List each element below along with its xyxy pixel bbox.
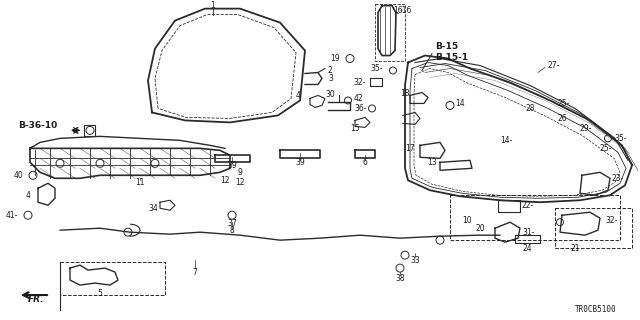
Text: 39: 39 xyxy=(295,158,305,167)
Text: 1: 1 xyxy=(211,1,216,10)
Text: 35-: 35- xyxy=(371,64,383,73)
Text: 25-: 25- xyxy=(600,144,612,153)
Text: 12: 12 xyxy=(220,176,230,185)
Text: 14: 14 xyxy=(455,99,465,108)
Text: 42: 42 xyxy=(354,94,364,103)
Text: B-15: B-15 xyxy=(435,42,458,51)
Text: 12: 12 xyxy=(236,178,244,187)
Text: 29-: 29- xyxy=(580,124,593,133)
Text: 3: 3 xyxy=(328,74,333,83)
Text: 33: 33 xyxy=(410,256,420,265)
Text: FR.: FR. xyxy=(28,295,44,304)
Text: 24: 24 xyxy=(522,244,532,253)
Text: 9: 9 xyxy=(237,168,243,177)
Text: 5: 5 xyxy=(97,289,102,298)
Text: 22-: 22- xyxy=(522,201,534,210)
Text: 36-: 36- xyxy=(355,104,367,113)
Text: 6: 6 xyxy=(363,158,367,167)
Text: -16: -16 xyxy=(400,6,412,15)
Text: 28: 28 xyxy=(525,104,535,113)
Text: 19: 19 xyxy=(330,54,340,63)
Text: 40: 40 xyxy=(13,171,23,180)
Text: 21: 21 xyxy=(570,244,580,253)
Text: B-36-10: B-36-10 xyxy=(18,121,57,130)
Text: 32-: 32- xyxy=(605,216,618,225)
Text: 35-: 35- xyxy=(614,134,627,143)
Text: 37: 37 xyxy=(227,219,237,228)
Text: 32-: 32- xyxy=(354,78,366,87)
Text: 11: 11 xyxy=(135,178,145,187)
Text: 13: 13 xyxy=(428,158,437,167)
Text: 2: 2 xyxy=(328,66,333,75)
Text: 38: 38 xyxy=(395,274,405,283)
Text: 18: 18 xyxy=(401,89,410,98)
Text: 14-: 14- xyxy=(500,136,513,145)
Text: 15: 15 xyxy=(350,124,360,133)
Text: 17: 17 xyxy=(405,144,415,153)
Text: 4: 4 xyxy=(295,91,300,100)
Text: 10: 10 xyxy=(462,216,472,225)
Text: 30: 30 xyxy=(325,90,335,99)
Text: 34: 34 xyxy=(148,204,158,213)
Text: 25-: 25- xyxy=(558,99,570,108)
Text: 20: 20 xyxy=(475,224,485,233)
Text: 23-: 23- xyxy=(612,174,625,183)
Text: 16: 16 xyxy=(393,6,403,15)
Text: 7: 7 xyxy=(193,268,197,276)
Text: 26: 26 xyxy=(557,114,567,123)
Text: 41-: 41- xyxy=(6,211,18,220)
Text: B-15-1: B-15-1 xyxy=(435,52,468,61)
Text: 4: 4 xyxy=(25,191,30,200)
Text: 27-: 27- xyxy=(548,61,561,70)
Text: TR0CB5100: TR0CB5100 xyxy=(575,305,616,314)
Text: 8: 8 xyxy=(230,226,234,235)
Text: 39: 39 xyxy=(227,161,237,170)
Text: 31-: 31- xyxy=(522,228,534,237)
